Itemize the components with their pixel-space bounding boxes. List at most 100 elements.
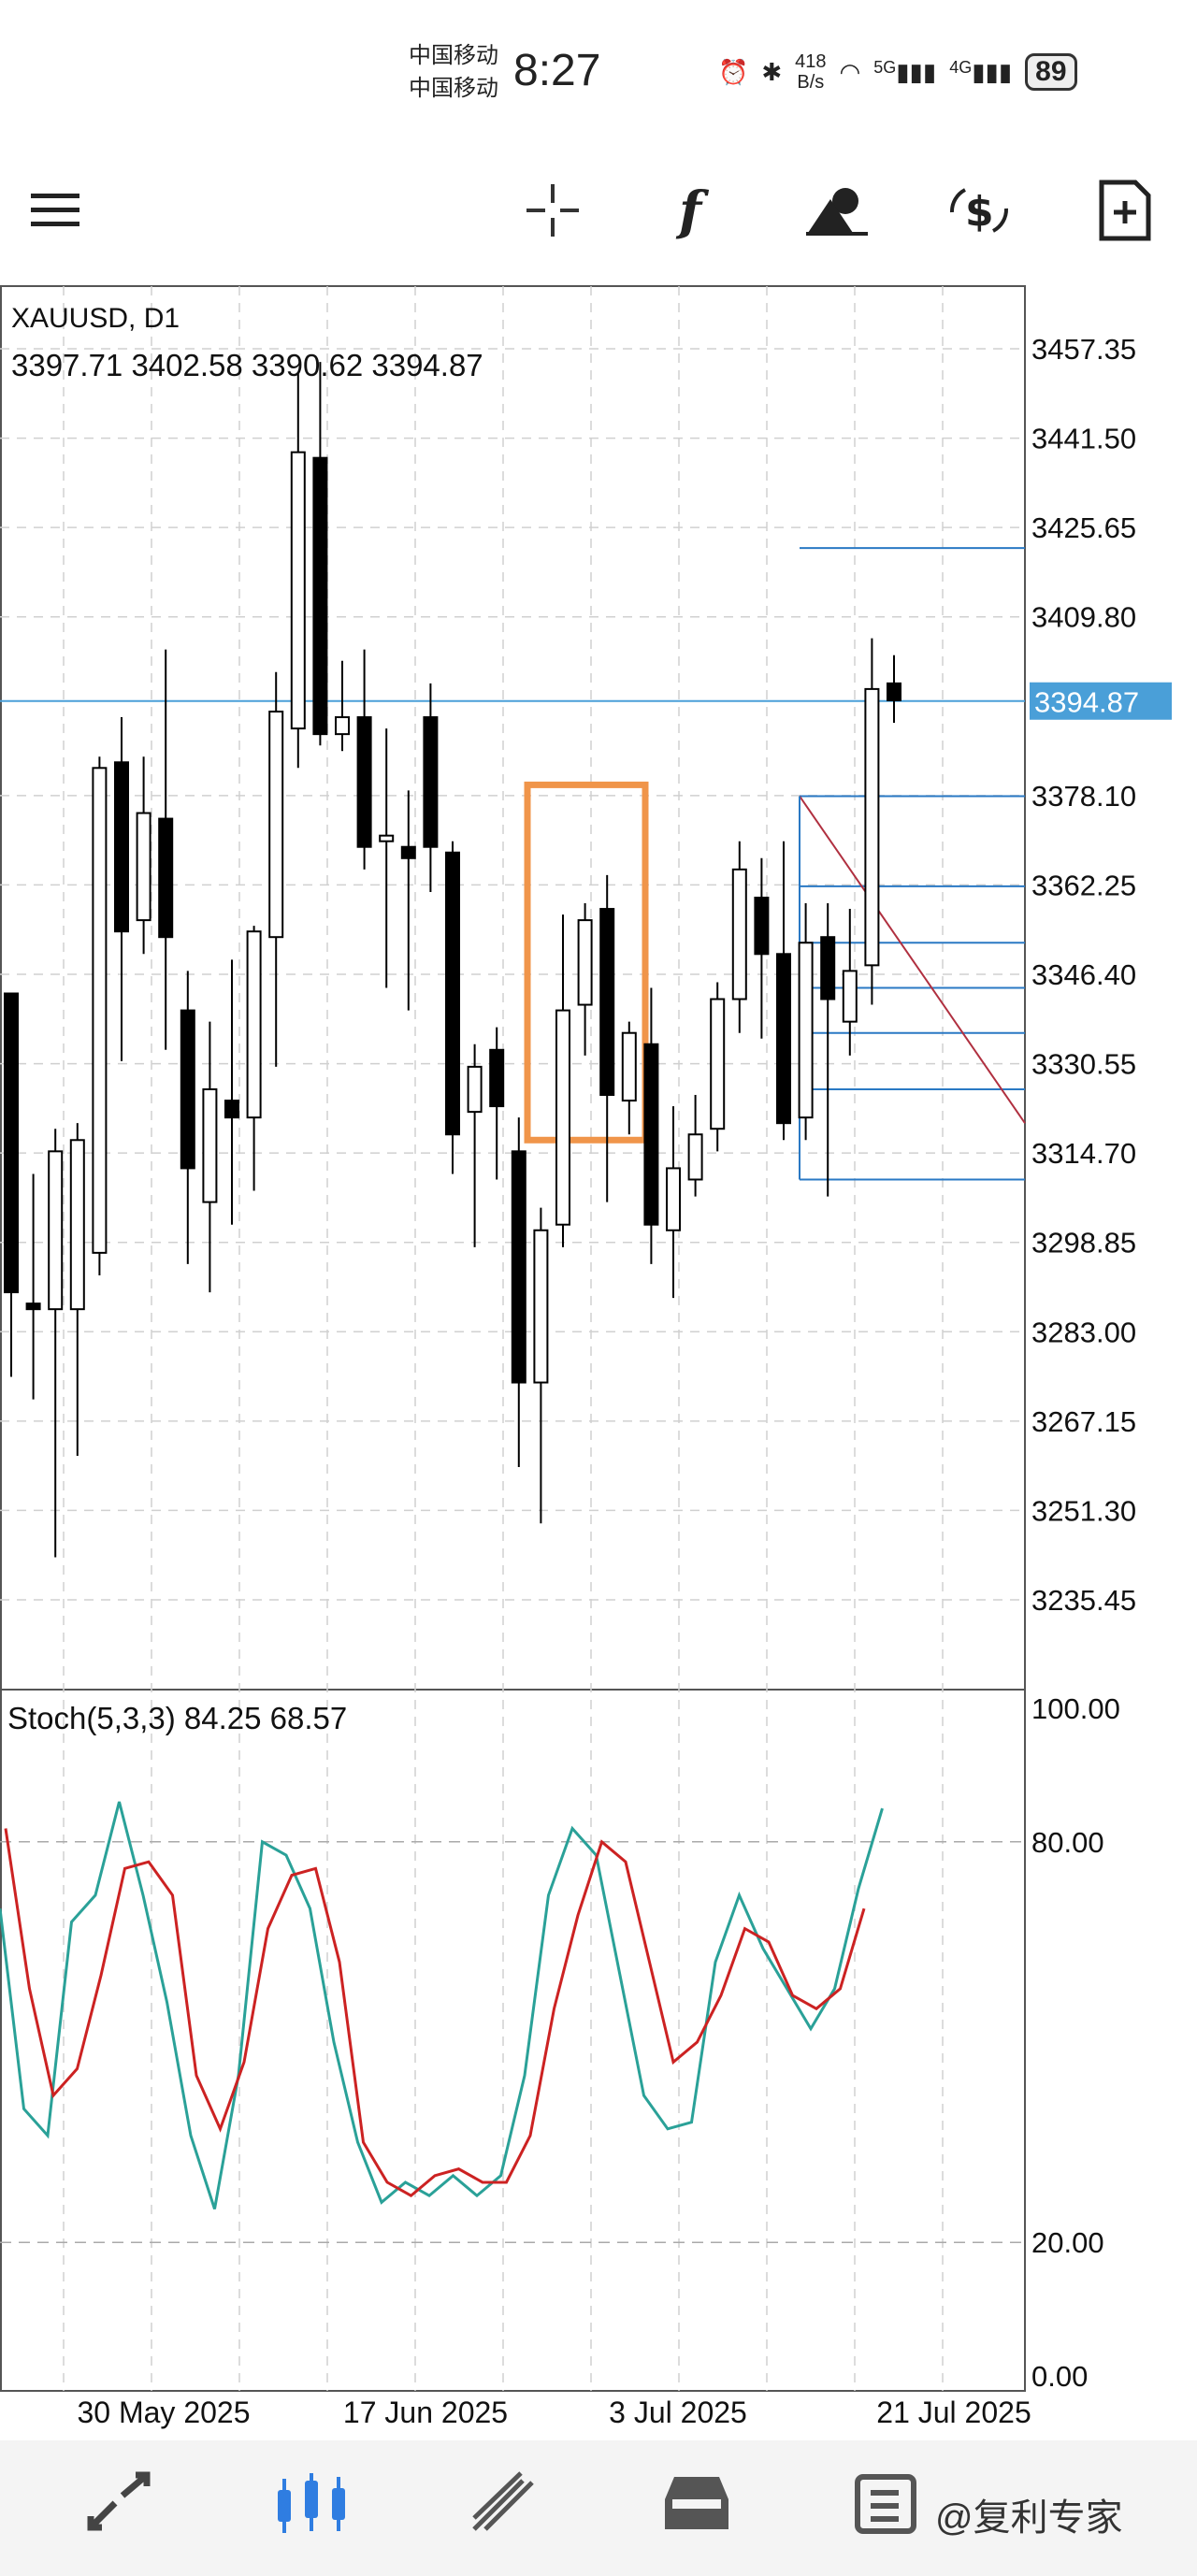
candle-body-bear: [356, 716, 372, 848]
quotes-icon[interactable]: [77, 2467, 161, 2541]
candle-body-bull: [798, 942, 814, 1119]
candle: [643, 987, 659, 1264]
current-price-tag: [1030, 682, 1172, 720]
candle-body-bear: [180, 1009, 195, 1170]
objects-icon[interactable]: [804, 178, 870, 243]
price-tick-label: 3314.70: [1031, 1137, 1136, 1170]
trade-icon[interactable]: [462, 2467, 546, 2541]
watermark: @复利专家: [935, 2497, 1123, 2539]
x-tick-label: 21 Jul 2025: [876, 2396, 1031, 2429]
candle: [577, 903, 593, 1056]
candle-body-bull: [842, 970, 858, 1023]
candle-body-bear: [4, 992, 19, 1294]
signal-4g: 4G▮▮▮: [949, 57, 1013, 86]
battery-indicator: 89: [1025, 53, 1077, 91]
candle-body-bear: [158, 817, 174, 939]
candle-body-bull: [864, 687, 880, 967]
candle: [25, 1173, 41, 1400]
candle: [423, 683, 439, 892]
candle: [489, 1027, 505, 1180]
status-bar: 中国移动 中国移动 8:27 ⏰ ✱ 418 B/s ◠ 5G▮▮▮ 4G▮▮▮…: [0, 0, 1197, 140]
candle-body-bear: [423, 716, 439, 848]
price-tick-label: 3235.45: [1031, 1584, 1136, 1617]
candle: [114, 717, 129, 1061]
candle-body-bull: [335, 716, 350, 736]
stoch-main-line: [0, 1801, 884, 2209]
candle: [687, 1095, 703, 1197]
menu-icon[interactable]: [22, 178, 88, 243]
candle: [246, 926, 262, 1191]
carrier-2: 中国移动: [409, 76, 498, 101]
chart-frame: [0, 285, 1026, 2392]
candle: [335, 660, 350, 752]
chart-area[interactable]: 3457.35 3441.50 3425.65 3409.80 3378.10 3362.…: [0, 285, 1197, 2436]
candle: [356, 649, 372, 870]
candle-body-bull: [533, 1229, 549, 1384]
candle-body-bear: [400, 845, 416, 859]
axis-labels: 3457.35 3441.50 3425.65 3409.80 3378.10 3362.…: [7, 303, 1172, 2429]
net-speed-unit: B/s: [797, 72, 825, 93]
candle: [887, 655, 901, 724]
candle-body-bull: [92, 767, 108, 1254]
candle-body-bull: [687, 1133, 703, 1181]
new-order-icon[interactable]: [1092, 178, 1158, 243]
candle: [820, 903, 836, 1197]
candle-body-bull: [710, 998, 726, 1130]
price-chart[interactable]: 3457.35 3441.50 3425.65 3409.80 3378.10 3362.…: [0, 285, 1197, 2436]
net-speed: 418 B/s: [795, 51, 826, 93]
candle: [511, 1117, 526, 1467]
net-speed-value: 418: [795, 51, 827, 72]
indicators-icon[interactable]: f: [662, 178, 728, 243]
candle: [202, 1021, 218, 1293]
chart-toolbar: f $: [0, 168, 1197, 252]
candle-body-bear: [887, 682, 901, 701]
stoch-tick-label: 100.00: [1031, 1692, 1120, 1725]
wifi-icon: ◠: [839, 57, 861, 86]
candle: [224, 959, 239, 1225]
svg-text:f: f: [675, 180, 710, 240]
symbol-change-icon[interactable]: $: [946, 178, 1012, 243]
stoch-tick-label: 20.00: [1031, 2226, 1104, 2259]
candle: [533, 1207, 549, 1524]
crosshair-icon[interactable]: [520, 178, 585, 243]
candle-body-bear: [511, 1150, 526, 1384]
candle-body-bull: [48, 1150, 64, 1311]
history-icon[interactable]: [655, 2467, 739, 2541]
candle-body-bear: [599, 908, 615, 1097]
svg-text:$: $: [965, 188, 994, 236]
price-tick-label: 3298.85: [1031, 1227, 1136, 1259]
stoch-tick-label: 0.00: [1031, 2360, 1088, 2393]
candle-body-bull: [621, 1031, 637, 1102]
candle: [136, 756, 151, 955]
status-icons: ⏰ ✱ 418 B/s ◠ 5G▮▮▮ 4G▮▮▮ 89: [718, 49, 1077, 95]
alarm-icon: ⏰: [718, 57, 749, 86]
highlight-box: [524, 781, 649, 1144]
candle: [445, 841, 460, 1174]
stoch-title: Stoch(5,3,3) 84.25 68.57: [7, 1701, 347, 1735]
carrier-1: 中国移动: [409, 43, 498, 68]
candle-body-bull: [69, 1139, 85, 1311]
trend-line: [799, 795, 1026, 1124]
candle-body-bear: [820, 936, 836, 1000]
candle: [864, 638, 880, 1005]
chart-icon[interactable]: [269, 2467, 353, 2541]
candle-body-bull: [246, 930, 262, 1119]
candle-body-bull: [731, 868, 747, 1000]
candle: [776, 841, 791, 1141]
carrier-labels: 中国移动 中国移动: [409, 39, 498, 105]
candle: [290, 373, 306, 769]
candle: [555, 914, 570, 1247]
candle-body-bull: [577, 919, 593, 1006]
price-tick-label: 3378.10: [1031, 780, 1136, 813]
x-tick-label: 30 May 2025: [77, 2396, 250, 2429]
candle: [710, 982, 726, 1152]
stoch-signal-line: [4, 1828, 866, 2198]
current-price-label: 3394.87: [1034, 686, 1139, 719]
x-tick-label: 17 Jun 2025: [343, 2396, 508, 2429]
candle-body-bear: [643, 1043, 659, 1226]
candle-body-bull: [555, 1009, 570, 1226]
candle: [69, 1123, 85, 1456]
price-tick-label: 3409.80: [1031, 601, 1136, 634]
candle: [842, 909, 858, 1056]
messages-icon[interactable]: [847, 2467, 931, 2541]
